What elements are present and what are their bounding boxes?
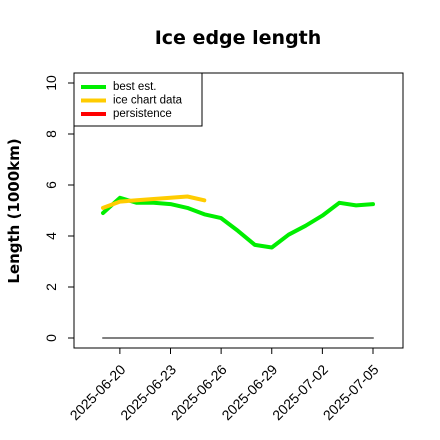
y-tick-label: 8 (43, 130, 59, 138)
legend-label: persistence (113, 108, 172, 120)
legend-label: best est. (113, 81, 156, 93)
y-tick-label: 2 (43, 283, 59, 291)
series-layer (101, 194, 375, 339)
series-line-1 (101, 194, 207, 210)
chart-title: Ice edge length (155, 27, 322, 49)
y-tick-label: 10 (43, 75, 59, 91)
y-axis-label: Length (1000km) (5, 138, 23, 283)
y-tick-label: 0 (43, 334, 59, 342)
series-line-0 (101, 195, 375, 250)
y-tick-label: 6 (43, 181, 59, 189)
y-tick-label: 4 (43, 232, 59, 240)
legend-label: ice chart data (113, 95, 183, 107)
x-tick-label: 2025-07-05 (320, 361, 382, 423)
axes-layer: 02468102025-06-202025-06-232025-06-26202… (43, 75, 382, 423)
